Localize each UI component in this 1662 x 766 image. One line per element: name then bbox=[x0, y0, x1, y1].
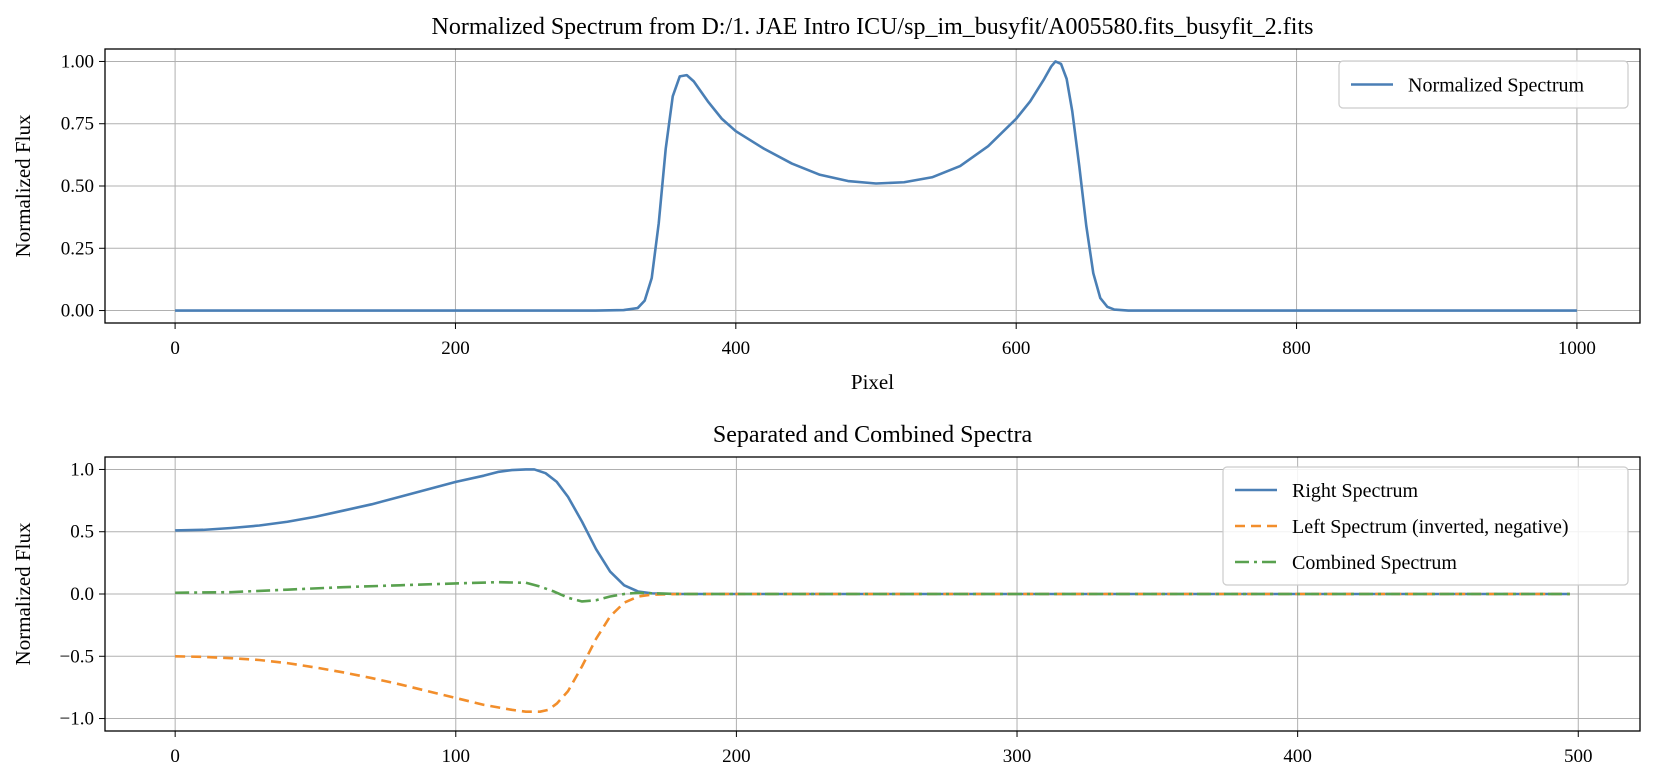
legend: Normalized Spectrum bbox=[1338, 60, 1629, 109]
y-tick-label: 0.0 bbox=[70, 584, 94, 605]
y-tick-label: 1.00 bbox=[61, 51, 94, 72]
series-line-right-spectrum bbox=[175, 468, 1570, 596]
series-line-combined-spectrum bbox=[175, 580, 1570, 603]
axes-frame bbox=[104, 48, 1641, 324]
x-tick-label: 200 bbox=[722, 746, 751, 766]
x-tick-label: 400 bbox=[1283, 746, 1312, 766]
x-tick-label: 400 bbox=[722, 338, 751, 359]
x-tick-label: 200 bbox=[441, 338, 470, 359]
x-tick-label: 100 bbox=[442, 746, 471, 766]
x-tick-label: 500 bbox=[1564, 746, 1593, 766]
chart-title: Normalized Spectrum from D:/1. JAE Intro… bbox=[432, 14, 1314, 40]
legend-label: Left Spectrum (inverted, negative) bbox=[1292, 516, 1569, 538]
y-tick-label: 0.5 bbox=[70, 522, 94, 543]
y-tick-label: 0.25 bbox=[61, 238, 94, 259]
series-line-left-spectrum-inverted-negative bbox=[175, 592, 1570, 713]
top-chart: 0 200 400 600 800 1000 0.00 0.25 0.50 0.75 1.00 Nor… bbox=[11, 14, 1641, 394]
x-axis-label: Pixel bbox=[851, 370, 894, 394]
y-tick-label: 0.75 bbox=[61, 114, 94, 135]
x-tick-label: 300 bbox=[1003, 746, 1032, 766]
y-tick-label: 0.50 bbox=[61, 176, 94, 197]
legend-label: Right Spectrum bbox=[1292, 480, 1419, 502]
x-tick-label: 1000 bbox=[1558, 338, 1596, 359]
legend-box bbox=[1338, 60, 1629, 109]
y-tick-label: 0.00 bbox=[61, 301, 94, 322]
x-tick-label: 600 bbox=[1002, 338, 1031, 359]
y-axis-label: Normalized Flux bbox=[11, 114, 35, 257]
y-tick-label: −1.0 bbox=[60, 709, 94, 730]
series-line-normalized-spectrum bbox=[175, 60, 1577, 312]
x-tick-label: 0 bbox=[170, 338, 180, 359]
legend: Right Spectrum Left Spectrum (inverted, n… bbox=[1222, 466, 1629, 586]
bottom-chart: 0 100 200 300 400 500 −1.0 −0.5 0.0 0.5 1.0 Separat… bbox=[11, 422, 1641, 766]
legend-box bbox=[1222, 466, 1629, 586]
y-tick-label: −0.5 bbox=[60, 646, 94, 667]
chart-title: Separated and Combined Spectra bbox=[713, 422, 1033, 448]
y-axis-label: Normalized Flux bbox=[11, 522, 35, 665]
x-tick-label: 0 bbox=[170, 746, 180, 766]
y-tick-label: 1.0 bbox=[70, 459, 94, 480]
legend-label: Combined Spectrum bbox=[1292, 552, 1457, 574]
axes-frame bbox=[104, 456, 1641, 732]
legend-label: Normalized Spectrum bbox=[1408, 75, 1584, 97]
x-tick-label: 800 bbox=[1282, 338, 1311, 359]
